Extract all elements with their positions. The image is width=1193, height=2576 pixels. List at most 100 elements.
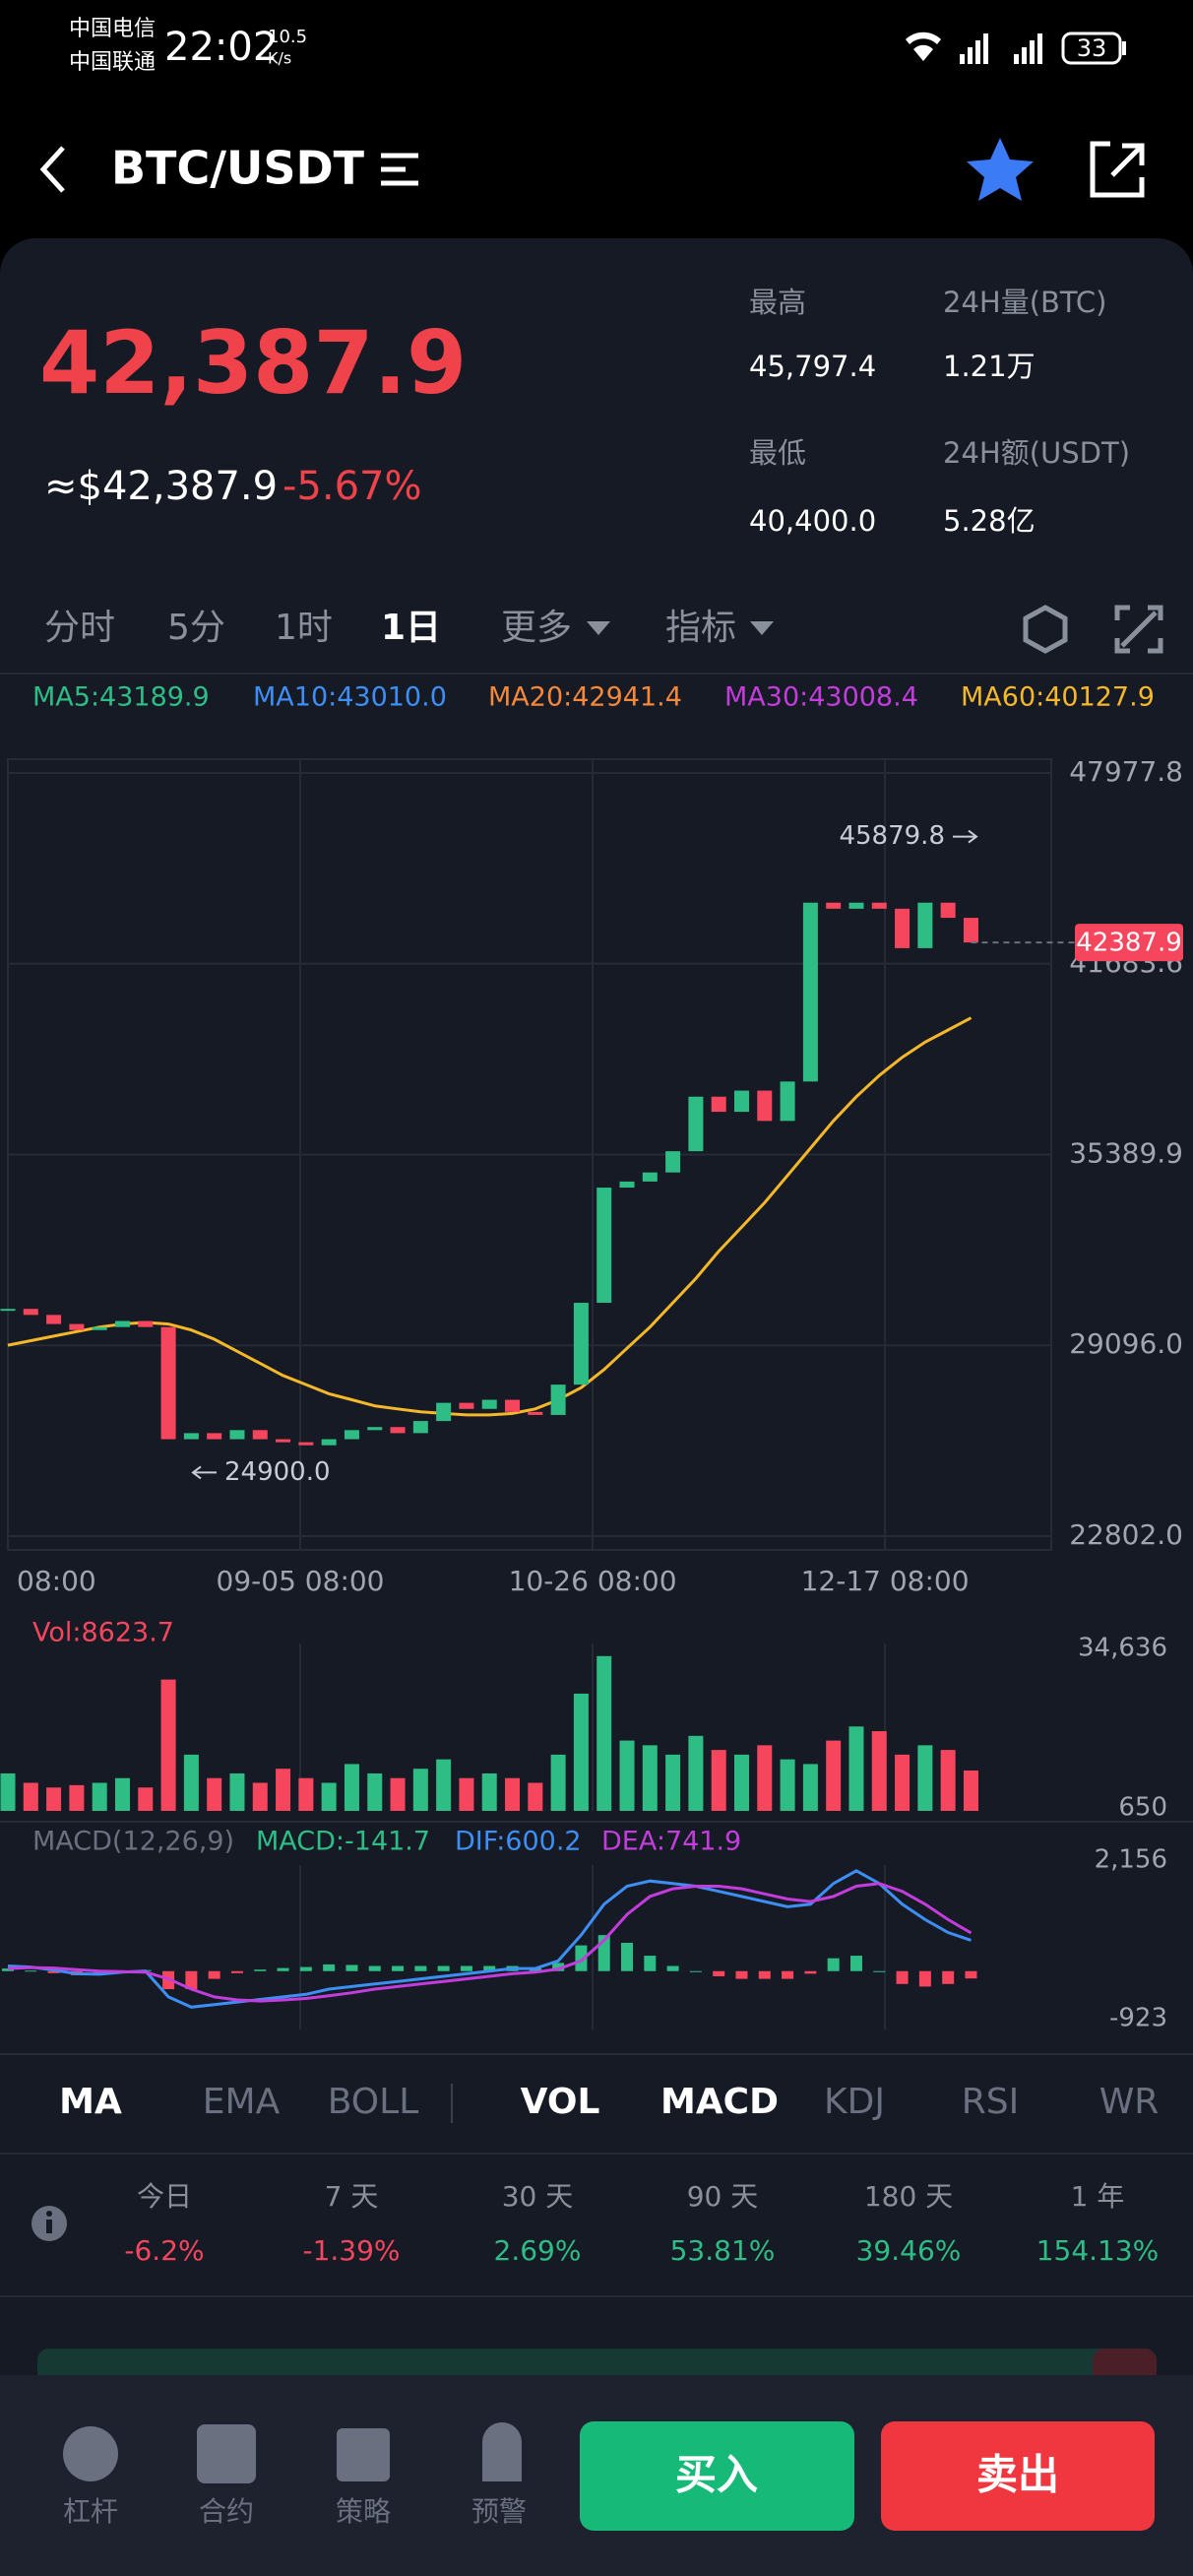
volume-bar	[895, 1754, 910, 1811]
candle	[436, 1402, 452, 1422]
interval-tab[interactable]: 1日	[381, 608, 441, 648]
indicator-tab[interactable]: VOL	[521, 2082, 600, 2122]
speed-unit: K/s	[268, 49, 291, 68]
x-tick-label: 08:00	[17, 1565, 96, 1597]
candle	[895, 908, 910, 948]
nav-label[interactable]: 策略	[336, 2495, 391, 2528]
macd-bar	[552, 1963, 565, 1971]
interval-tab[interactable]: 分时	[44, 608, 115, 648]
nav-label[interactable]: 合约	[199, 2495, 254, 2528]
candle	[826, 902, 842, 909]
candle	[940, 902, 956, 919]
macd-bar	[94, 1970, 106, 1974]
info-glyph	[46, 2211, 52, 2217]
high-marker: 45879.8	[839, 821, 945, 851]
macd-bar	[965, 1970, 977, 1979]
candle	[23, 1309, 38, 1316]
sell-label[interactable]: 卖出	[976, 2451, 1059, 2499]
candle	[757, 1090, 773, 1122]
dea-line	[7, 1882, 973, 2003]
candle	[183, 1433, 199, 1440]
interval-tab[interactable]: 1时	[275, 608, 333, 648]
y-tick-label: 47977.8	[1069, 755, 1183, 788]
macd-bar	[345, 1964, 358, 1971]
candle	[711, 1096, 726, 1113]
volume-bar	[757, 1745, 773, 1811]
signal-icons	[906, 32, 1042, 64]
pair-title[interactable]: BTC/USDT	[111, 142, 365, 195]
macd-bar	[644, 1956, 657, 1971]
macd-bar	[460, 1965, 472, 1971]
battery-tip	[1122, 41, 1126, 55]
volume-bar	[276, 1769, 291, 1811]
nav-label[interactable]: 预警	[471, 2495, 527, 2528]
battery	[1061, 32, 1122, 65]
volume-bar	[69, 1784, 85, 1811]
candle	[550, 1385, 566, 1415]
volume-bar	[183, 1754, 199, 1811]
volume-bar	[528, 1782, 543, 1811]
stat-label: 24H额(USDT)	[943, 436, 1130, 470]
interval-tab[interactable]: 5分	[167, 608, 225, 648]
macd-bar	[47, 1970, 60, 1973]
volume-bar	[871, 1731, 887, 1811]
macd-bar	[621, 1942, 634, 1971]
volume-bar	[412, 1769, 428, 1811]
carrier: 中国电信	[69, 17, 156, 41]
volume-bar	[46, 1787, 62, 1811]
macd-bar	[2, 1968, 14, 1971]
fullscreen-icon[interactable]	[1114, 605, 1163, 654]
volume-bar	[160, 1679, 176, 1811]
volume-bar	[665, 1754, 681, 1811]
usd-price: ≈$42,387.9	[44, 464, 278, 509]
volume-bar	[780, 1759, 795, 1811]
indicator-tab[interactable]: EMA	[203, 2082, 281, 2122]
volume-tick-label: 34,636	[1078, 1634, 1167, 1663]
volume-bar	[321, 1782, 337, 1811]
macd-label: DEA:741.9	[601, 1827, 741, 1857]
interval-tab[interactable]: 指标	[665, 608, 736, 648]
macd-bar	[689, 1970, 702, 1972]
volume-bar	[0, 1772, 16, 1811]
candle	[412, 1421, 428, 1434]
share-icon[interactable]	[1090, 141, 1145, 198]
period-label: 180 天	[864, 2180, 953, 2213]
nav-icons	[63, 2422, 522, 2483]
buy-label[interactable]: 买入	[675, 2451, 758, 2499]
macd-bar	[918, 1970, 931, 1987]
candle	[252, 1430, 268, 1440]
favorite-star[interactable]	[967, 138, 1034, 201]
volume-bar	[642, 1745, 658, 1811]
macd-bar	[804, 1970, 817, 1974]
ma-legend: MA60:40127.9	[961, 682, 1155, 713]
menu-icon[interactable]	[381, 153, 418, 186]
stat-value: 5.28亿	[943, 504, 1036, 538]
macd-bar	[782, 1970, 794, 1979]
settings-icon[interactable]	[1023, 605, 1068, 654]
indicator-tab[interactable]: MACD	[660, 2082, 779, 2122]
x-tick-label: 09-05 08:00	[217, 1565, 385, 1597]
candle	[802, 902, 818, 1082]
nav-label[interactable]: 杠杆	[63, 2495, 118, 2528]
ma-legend: MA5:43189.9	[32, 682, 210, 713]
clock: 22:02	[164, 25, 278, 70]
sell-button[interactable]	[881, 2421, 1155, 2531]
indicator-tab[interactable]: MA	[59, 2082, 122, 2122]
indicator-tab[interactable]: RSI	[962, 2082, 1019, 2122]
volume-bar	[367, 1772, 383, 1811]
macd-bar	[25, 1970, 37, 1972]
change: -5.67%	[283, 464, 422, 509]
indicator-tab[interactable]: KDJ	[824, 2082, 885, 2122]
macd-bar	[254, 1969, 267, 1971]
interval-tab[interactable]: 更多	[501, 608, 572, 648]
volume-bar	[390, 1777, 406, 1811]
indicator-tab[interactable]: BOLL	[328, 2082, 419, 2122]
candle	[229, 1430, 245, 1440]
info-glyph	[46, 2220, 52, 2233]
volume-bar	[848, 1726, 864, 1811]
candle	[298, 1442, 314, 1446]
indicator-tab[interactable]: WR	[1099, 2082, 1160, 2122]
buy-button[interactable]	[580, 2421, 854, 2531]
back-button[interactable]	[39, 146, 65, 193]
